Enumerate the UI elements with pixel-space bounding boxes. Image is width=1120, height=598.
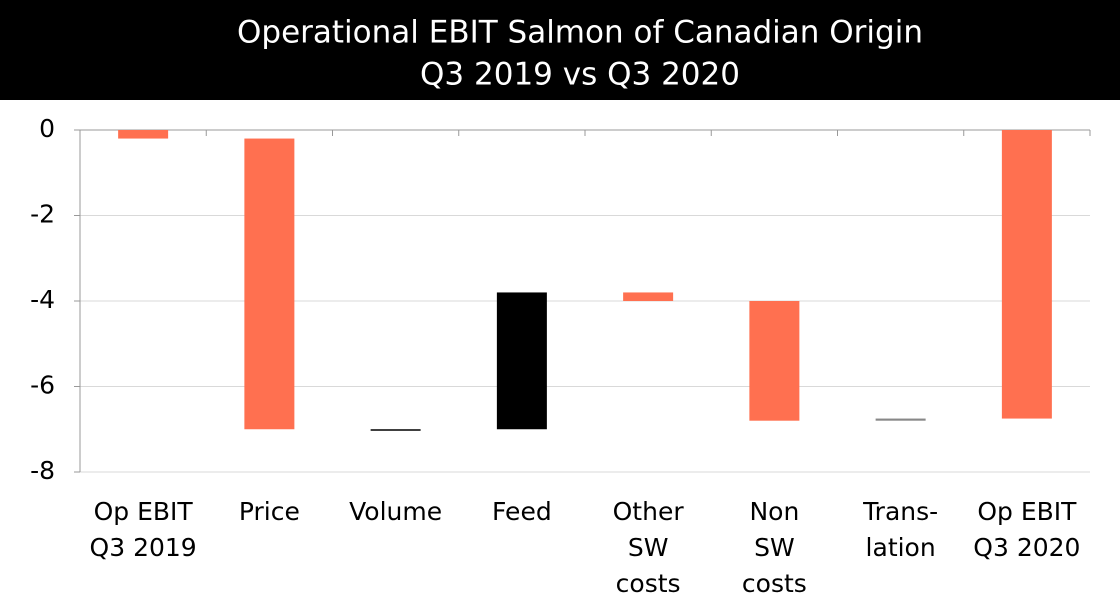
chart-title: Operational EBIT Salmon of Canadian Orig…: [237, 15, 923, 51]
y-tick-label: -6: [30, 371, 55, 400]
chart-subtitle: Q3 2019 vs Q3 2020: [420, 57, 740, 93]
x-tick-label: lation: [866, 533, 936, 562]
x-tick-label: Volume: [349, 497, 442, 526]
x-tick-label: Non: [749, 497, 799, 526]
x-tick-label: Price: [239, 497, 300, 526]
y-tick-label: -8: [30, 456, 55, 485]
x-tick-label: Q3 2020: [973, 533, 1080, 562]
bar: [370, 429, 421, 431]
x-tick-label: Op EBIT: [94, 497, 194, 526]
bar: [118, 130, 169, 139]
x-tick-label: Trans-: [862, 497, 938, 526]
y-tick-label: -2: [30, 200, 55, 229]
x-tick-label: costs: [616, 569, 681, 598]
x-tick-label: Op EBIT: [977, 497, 1077, 526]
bar: [496, 292, 547, 430]
bar: [749, 301, 800, 421]
bar: [1001, 130, 1052, 419]
x-tick-label: Other: [613, 497, 685, 526]
title-box: [0, 0, 1120, 100]
x-tick-label: costs: [742, 569, 807, 598]
y-tick-label: 0: [39, 114, 55, 143]
x-tick-label: SW: [754, 533, 795, 562]
x-tick-label: Q3 2019: [90, 533, 197, 562]
x-tick-label: Feed: [492, 497, 552, 526]
y-tick-label: -4: [30, 285, 55, 314]
bar: [875, 418, 926, 421]
bar: [244, 138, 295, 430]
bar: [623, 292, 674, 301]
x-tick-label: SW: [628, 533, 669, 562]
